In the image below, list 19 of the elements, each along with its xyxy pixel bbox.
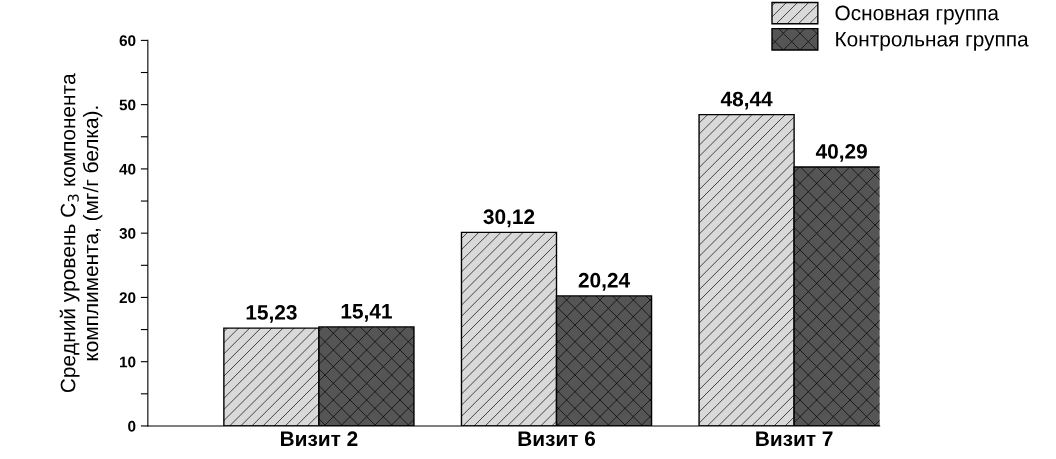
y-tick-label: 60 bbox=[119, 35, 136, 47]
data-label: 20,24 bbox=[578, 272, 630, 291]
y-tick-label: 30 bbox=[119, 228, 136, 239]
y-tick-label: 50 bbox=[119, 99, 136, 111]
data-label: 30,12 bbox=[483, 209, 535, 228]
y-axis-title: Средний уровень C$_{3}$ компонента комплимента, (мг/г белка). bbox=[59, 73, 103, 393]
data-label: 15,41 bbox=[341, 304, 392, 322]
legend-label: Контрольная группа bbox=[836, 32, 1029, 51]
y-tick-label: 40 bbox=[119, 163, 136, 175]
data-label: 15,23 bbox=[246, 305, 297, 323]
y-tick-label: 0 bbox=[128, 420, 136, 432]
y-tick-label: 10 bbox=[120, 356, 136, 368]
data-label: 40,29 bbox=[815, 144, 867, 162]
x-tick-label: Визит 2 bbox=[281, 431, 358, 447]
x-tick-label: Визит 6 bbox=[518, 431, 596, 447]
y-tick-label: 20 bbox=[119, 292, 136, 304]
x-tick-label: Визит 7 bbox=[756, 431, 833, 447]
legend-label: Основная группа bbox=[835, 5, 999, 25]
data-label: 48,44 bbox=[720, 91, 773, 110]
